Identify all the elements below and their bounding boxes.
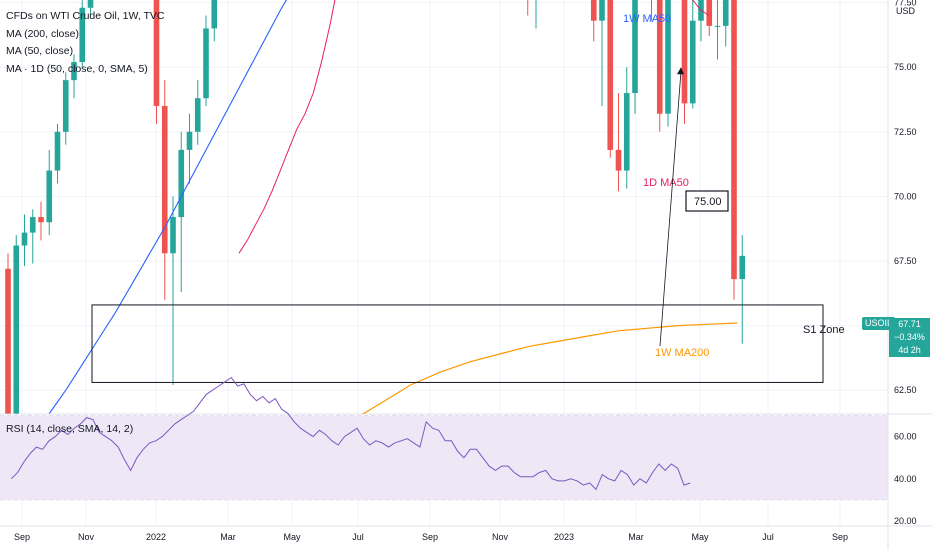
price-tick-label: 72.50 (894, 127, 917, 137)
candle-up (623, 93, 630, 171)
candle-up (203, 28, 209, 99)
rsi-band (0, 415, 888, 500)
legend-ma200[interactable]: MA (200, close) (6, 27, 79, 40)
time-tick-label: Nov (492, 532, 509, 542)
time-tick-label: Jul (352, 532, 364, 542)
time-tick-label: Sep (832, 532, 848, 542)
candle-down (38, 217, 44, 223)
candle-up (689, 20, 696, 104)
candle-down (706, 0, 713, 26)
candle-up (186, 131, 193, 150)
candle-up (29, 217, 36, 233)
time-tick-label: May (283, 532, 301, 542)
time-tick-label: Sep (422, 532, 438, 542)
target-arrowhead (677, 67, 684, 75)
candle-up (194, 98, 201, 132)
rsi-line (10, 376, 691, 491)
label-1w-ma50: 1W MA50 (623, 13, 671, 25)
legend-ma50[interactable]: MA (50, close) (6, 45, 74, 57)
candle-down (161, 105, 168, 254)
candle-down (590, 0, 597, 21)
candle-up (13, 245, 20, 414)
candle-up (632, 0, 638, 94)
candle-up (46, 170, 53, 223)
price-tick-label: 75.00 (894, 62, 917, 72)
currency-label: USD (896, 6, 916, 16)
label-1w-ma200: 1W MA200 (655, 347, 709, 359)
target-box (685, 190, 729, 212)
s1-zone-label: S1 Zone (803, 324, 845, 336)
candle-up (170, 217, 176, 254)
candle-up (62, 80, 69, 132)
price-tick-label: 77.50 (894, 0, 917, 8)
candle-up (178, 149, 185, 218)
overlays: 1W MA50 1D MA50 1W MA200 S1 Zone 75.00 (91, 13, 845, 383)
rsi-tick-label: 20.00 (894, 516, 917, 526)
candle-up (722, 0, 729, 26)
price-tick-label: 67.50 (894, 256, 917, 266)
time-tick-label: Nov (78, 532, 95, 542)
candle-up (599, 0, 605, 21)
candle-down (681, 0, 688, 104)
s1-zone-box (91, 304, 824, 383)
candle-up (87, 0, 94, 8)
time-tick-label: Sep (14, 532, 30, 542)
candle-down (153, 0, 160, 106)
time-tick-label: Mar (628, 532, 644, 542)
candle-up (79, 7, 86, 63)
candle-up (714, 25, 721, 27)
countdown-tag: 4d 2h (889, 344, 930, 357)
target-label: 75.00 (694, 196, 722, 208)
target-arrow (659, 71, 682, 347)
candle-up (739, 255, 746, 280)
candle-down (656, 0, 663, 114)
time-tick-label: May (691, 532, 709, 542)
chart-legend: CFDs on WTI Crude Oil, 1W, TVC MA (200, … (6, 8, 165, 78)
time-tick-label: Mar (220, 532, 236, 542)
ticker-tag: USOIL (862, 317, 896, 330)
ma200-1w-line (361, 322, 738, 414)
time-tick-label: 2022 (146, 532, 166, 542)
legend-symbol[interactable]: CFDs on WTI Crude Oil, 1W, TVC (6, 10, 165, 22)
price-tick-label: 70.00 (894, 191, 917, 201)
change-pct-tag: −0.34% (889, 331, 930, 344)
moving-averages (48, 0, 738, 414)
candles (5, 0, 746, 414)
time-tick-label: Jul (762, 532, 774, 542)
candle-down (731, 0, 737, 280)
candle-down (607, 0, 614, 150)
candle-down (5, 268, 11, 414)
ma50-1d-line (238, 0, 710, 254)
candle-up (21, 232, 28, 246)
rsi-legend[interactable]: RSI (14, close, SMA, 14, 2) (6, 423, 134, 435)
rsi-tick-label: 40.00 (894, 474, 917, 484)
ma50-1w-line (48, 0, 287, 414)
price-tick-label: 62.50 (894, 385, 917, 395)
time-tick-label: 2023 (554, 532, 574, 542)
candle-up (71, 62, 77, 81)
candle-up (54, 131, 61, 171)
candle-up (665, 0, 671, 114)
candle-down (615, 149, 622, 171)
label-1d-ma50: 1D MA50 (643, 177, 689, 189)
candle-up (211, 0, 218, 29)
rsi-tick-label: 60.00 (894, 432, 917, 442)
last-price-tag: 67.71 (889, 318, 930, 331)
legend-ma1d[interactable]: MA · 1D (50, close, 0, SMA, 5) (6, 62, 148, 75)
